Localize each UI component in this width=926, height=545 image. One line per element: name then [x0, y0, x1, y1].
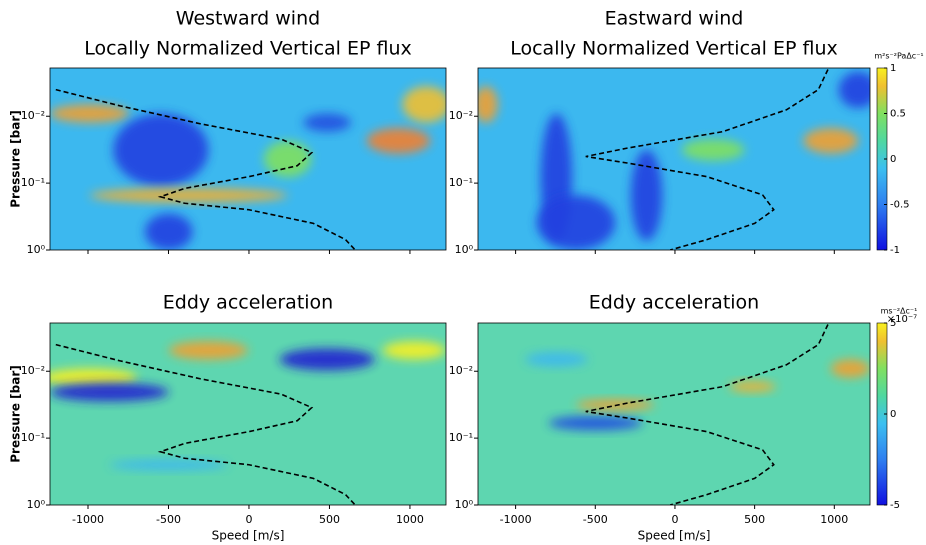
- plot-frame: [49, 67, 447, 251]
- colorbar-exponent: ×10⁻⁷: [887, 314, 917, 325]
- contour-field: [478, 323, 870, 505]
- field-blob: [279, 348, 375, 371]
- profile-line: [585, 69, 829, 250]
- field-blob: [681, 138, 745, 161]
- field-blob: [525, 352, 588, 367]
- y-tick-label: 10⁻²: [21, 364, 45, 377]
- x-tick-label: -500: [583, 513, 608, 526]
- y-tick-label: 10⁻¹: [449, 431, 473, 444]
- y-tick-label: 10⁻¹: [21, 431, 45, 444]
- chart-title: Eddy acceleration: [589, 292, 759, 314]
- x-tick-label: 500: [744, 513, 765, 526]
- contour-field: [50, 323, 446, 505]
- x-tick-label: 1000: [820, 513, 848, 526]
- colorbar-tick-label: 5: [890, 318, 896, 329]
- y-tick-label: 10⁻²: [21, 109, 45, 122]
- chart-subtitle: Locally Normalized Vertical EP flux: [510, 38, 838, 60]
- field-base: [50, 68, 446, 250]
- contour-field: [50, 68, 446, 250]
- field-base: [50, 323, 446, 505]
- x-tick-label: 0: [245, 513, 252, 526]
- field-blob: [366, 128, 431, 154]
- y-tick-label: 10⁻²: [449, 364, 473, 377]
- field-blob: [168, 341, 248, 360]
- colorbar-tick-label: 1: [890, 63, 896, 74]
- plot-frame: [477, 322, 871, 506]
- panel: Westward wind Locally Normalized Vertical…: [9, 8, 447, 256]
- profile-line: [55, 343, 356, 505]
- field-base: [478, 323, 870, 505]
- field-blob: [402, 86, 446, 123]
- plot-frame: [477, 67, 871, 251]
- field-base: [478, 68, 870, 250]
- y-axis-label: Pressure [bar]: [9, 365, 23, 463]
- y-tick-label: 10⁻¹: [21, 176, 45, 189]
- field-blob: [478, 86, 498, 123]
- y-tick-label: 10⁰: [455, 498, 474, 511]
- chart-title: Eddy acceleration: [163, 292, 333, 314]
- plot-frame: [49, 322, 447, 506]
- colorbar-tick-label: 0.5: [890, 109, 906, 120]
- field-blob: [830, 359, 870, 378]
- field-blob: [50, 383, 169, 402]
- field-blob: [263, 140, 312, 178]
- x-tick-label: -500: [156, 513, 181, 526]
- x-tick-label: 1000: [396, 513, 424, 526]
- x-axis-label: Speed [m/s]: [212, 529, 285, 543]
- colorbar-label: m²s⁻²PaΔc⁻¹: [874, 52, 923, 61]
- field-blob: [113, 113, 209, 187]
- panel: Eddy acceleration -1000 -500 0 500 1000 Speed …: [449, 292, 918, 543]
- y-tick-label: 10⁰: [27, 498, 46, 511]
- field-blob: [50, 104, 130, 123]
- x-tick-label: -1000: [72, 513, 104, 526]
- x-tick-label: -1000: [500, 513, 532, 526]
- y-tick-label: 10⁰: [455, 243, 474, 256]
- colorbar-tick-label: -5: [890, 500, 900, 511]
- x-tick-label: 500: [319, 513, 340, 526]
- field-blob: [109, 459, 229, 471]
- colorbar-label: ms⁻²Δc⁻¹: [881, 307, 918, 316]
- y-tick-label: 10⁰: [27, 243, 46, 256]
- y-tick-label: 10⁻²: [449, 109, 473, 122]
- x-tick-label: 0: [671, 513, 678, 526]
- colorbar-tick-label: 0: [890, 409, 896, 420]
- colorbar-tick-label: -0.5: [890, 200, 910, 211]
- field-blob: [382, 341, 446, 360]
- colorbar-tick-label: -1: [890, 245, 900, 256]
- y-tick-label: 10⁻¹: [449, 176, 473, 189]
- y-axis-label: Pressure [bar]: [9, 110, 23, 208]
- x-axis-label: Speed [m/s]: [638, 529, 711, 543]
- field-blob: [728, 381, 776, 393]
- chart-subtitle: Locally Normalized Vertical EP flux: [84, 38, 412, 60]
- field-blob: [303, 113, 351, 132]
- panel: Eddy acceleration -1000 -500 0 500 1000 Speed …: [9, 292, 447, 543]
- field-blob: [548, 415, 643, 431]
- chart-title: Westward wind: [176, 8, 320, 30]
- field-blob: [630, 149, 663, 241]
- profile-line: [55, 88, 356, 250]
- field-blob: [145, 213, 193, 250]
- colorbar-tick-label: 0: [890, 154, 896, 165]
- field-blob: [803, 128, 859, 154]
- field-blob: [50, 368, 138, 387]
- field-blob: [838, 71, 870, 109]
- field-blob: [536, 195, 616, 250]
- chart-title: Eastward wind: [605, 8, 744, 30]
- contour-field: [478, 68, 870, 250]
- field-blob: [89, 188, 288, 203]
- panel: Eastward wind Locally Normalized Vertical…: [449, 8, 924, 257]
- profile-line: [585, 324, 829, 505]
